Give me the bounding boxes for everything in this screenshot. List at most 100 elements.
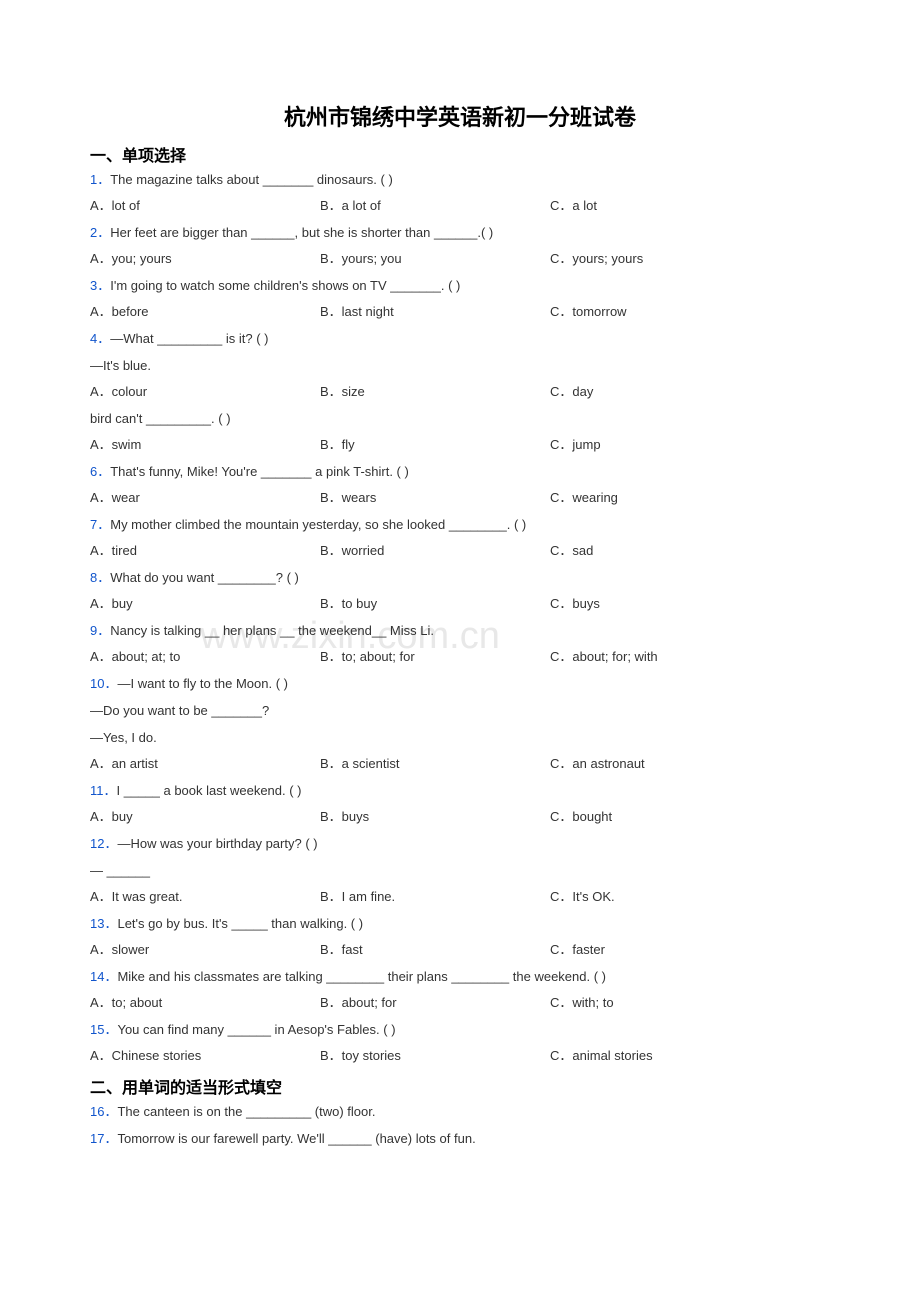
q11-options: A．buy B．buys C．bought — [90, 804, 830, 830]
q11-opt-c: C．bought — [550, 804, 830, 830]
q6-options: A．wear B．wears C．wearing — [90, 485, 830, 511]
q1-opt-a: A．lot of — [90, 193, 320, 219]
q5: bird can't _________. ( ) — [90, 406, 830, 432]
q7: 7．My mother climbed the mountain yesterd… — [90, 512, 830, 538]
q6-opt-a: A．wear — [90, 485, 320, 511]
q14-num: 14． — [90, 969, 117, 984]
q3-opt-a: A．before — [90, 299, 320, 325]
q11-num: 11． — [90, 783, 117, 798]
q8-options: A．buy B．to buy C．buys — [90, 591, 830, 617]
q8-opt-b: B．to buy — [320, 591, 550, 617]
q9: 9．Nancy is talking __ her plans __ the w… — [90, 618, 830, 644]
q14-opt-b: B．about; for — [320, 990, 550, 1016]
q4-opt-a: A．colour — [90, 379, 320, 405]
q12-opt-b: B．I am fine. — [320, 884, 550, 910]
q13-opt-c: C．faster — [550, 937, 830, 963]
q8-opt-a: A．buy — [90, 591, 320, 617]
q16-num: 16． — [90, 1104, 117, 1119]
q2-options: A．you; yours B．yours; you C．yours; yours — [90, 246, 830, 272]
q11: 11．I _____ a book last weekend. ( ) — [90, 778, 830, 804]
q12-opt-c: C．It's OK. — [550, 884, 830, 910]
q13-opt-b: B．fast — [320, 937, 550, 963]
q11-opt-a: A．buy — [90, 804, 320, 830]
q5-options: A．swim B．fly C．jump — [90, 432, 830, 458]
q6: 6．That's funny, Mike! You're _______ a p… — [90, 459, 830, 485]
q10-opt-c: C．an astronaut — [550, 751, 830, 777]
q9-opt-b: B．to; about; for — [320, 644, 550, 670]
q5-opt-b: B．fly — [320, 432, 550, 458]
q17-num: 17． — [90, 1131, 117, 1146]
q4-opt-c: C．day — [550, 379, 830, 405]
q12-options: A．It was great. B．I am fine. C．It's OK. — [90, 884, 830, 910]
q10-options: A．an artist B．a scientist C．an astronaut — [90, 751, 830, 777]
q10-opt-b: B．a scientist — [320, 751, 550, 777]
q3-options: A．before B．last night C．tomorrow — [90, 299, 830, 325]
q14: 14．Mike and his classmates are talking _… — [90, 964, 830, 990]
q1-opt-b: B．a lot of — [320, 193, 550, 219]
q7-num: 7． — [90, 517, 110, 532]
page-title: 杭州市锦绣中学英语新初一分班试卷 — [90, 100, 830, 132]
q2-opt-c: C．yours; yours — [550, 246, 830, 272]
q16: 16．The canteen is on the _________ (two)… — [90, 1099, 830, 1125]
q1-text: The magazine talks about _______ dinosau… — [110, 172, 393, 187]
q6-num: 6． — [90, 464, 110, 479]
q15-opt-a: A．Chinese stories — [90, 1043, 320, 1069]
q4-extra: —It's blue. — [90, 353, 830, 379]
q15-text: You can find many ______ in Aesop's Fabl… — [117, 1022, 395, 1037]
q7-options: A．tired B．worried C．sad — [90, 538, 830, 564]
q14-opt-c: C．with; to — [550, 990, 830, 1016]
q13-num: 13． — [90, 916, 117, 931]
q6-text: That's funny, Mike! You're _______ a pin… — [110, 464, 409, 479]
q2: 2．Her feet are bigger than ______, but s… — [90, 220, 830, 246]
q7-opt-c: C．sad — [550, 538, 830, 564]
q3: 3．I'm going to watch some children's sho… — [90, 273, 830, 299]
q10-extra: —Do you want to be _______? — [90, 698, 830, 724]
q15-options: A．Chinese stories B．toy stories C．animal… — [90, 1043, 830, 1069]
q8: 8．What do you want ________? ( ) — [90, 565, 830, 591]
q10-text: —I want to fly to the Moon. ( ) — [117, 676, 288, 691]
q12-text: —How was your birthday party? ( ) — [117, 836, 317, 851]
q11-text: I _____ a book last weekend. ( ) — [117, 783, 302, 798]
q15-opt-b: B．toy stories — [320, 1043, 550, 1069]
q1-num: 1． — [90, 172, 110, 187]
q9-options: A．about; at; to B．to; about; for C．about… — [90, 644, 830, 670]
q13-opt-a: A．slower — [90, 937, 320, 963]
q12-opt-a: A．It was great. — [90, 884, 320, 910]
q8-opt-c: C．buys — [550, 591, 830, 617]
q9-num: 9． — [90, 623, 110, 638]
q4: 4．—What _________ is it? ( ) — [90, 326, 830, 352]
q7-opt-b: B．worried — [320, 538, 550, 564]
q1: 1．The magazine talks about _______ dinos… — [90, 167, 830, 193]
q10-opt-a: A．an artist — [90, 751, 320, 777]
q5-opt-c: C．jump — [550, 432, 830, 458]
q2-opt-b: B．yours; you — [320, 246, 550, 272]
q14-options: A．to; about B．about; for C．with; to — [90, 990, 830, 1016]
q10-extra2: —Yes, I do. — [90, 725, 830, 751]
q14-text: Mike and his classmates are talking ____… — [117, 969, 606, 984]
q5-opt-a: A．swim — [90, 432, 320, 458]
section1-heading: 一、单项选择 — [90, 142, 830, 166]
q2-num: 2． — [90, 225, 110, 240]
q1-opt-c: C．a lot — [550, 193, 830, 219]
q17-text: Tomorrow is our farewell party. We'll __… — [117, 1131, 475, 1146]
q7-opt-a: A．tired — [90, 538, 320, 564]
q8-num: 8． — [90, 570, 110, 585]
q15-num: 15． — [90, 1022, 117, 1037]
q3-text: I'm going to watch some children's shows… — [110, 278, 460, 293]
q11-opt-b: B．buys — [320, 804, 550, 830]
q10-num: 10． — [90, 676, 117, 691]
content-container: 杭州市锦绣中学英语新初一分班试卷 一、单项选择 1．The magazine t… — [90, 100, 830, 1152]
q2-text: Her feet are bigger than ______, but she… — [110, 225, 493, 240]
q15: 15．You can find many ______ in Aesop's F… — [90, 1017, 830, 1043]
q2-opt-a: A．you; yours — [90, 246, 320, 272]
q12: 12．—How was your birthday party? ( ) — [90, 831, 830, 857]
q9-opt-a: A．about; at; to — [90, 644, 320, 670]
q13-text: Let's go by bus. It's _____ than walking… — [117, 916, 363, 931]
q1-options: A．lot of B．a lot of C．a lot — [90, 193, 830, 219]
q4-num: 4． — [90, 331, 110, 346]
q12-num: 12． — [90, 836, 117, 851]
q3-opt-c: C．tomorrow — [550, 299, 830, 325]
q4-opt-b: B．size — [320, 379, 550, 405]
q15-opt-c: C．animal stories — [550, 1043, 830, 1069]
section2-heading: 二、用单词的适当形式填空 — [90, 1074, 830, 1098]
